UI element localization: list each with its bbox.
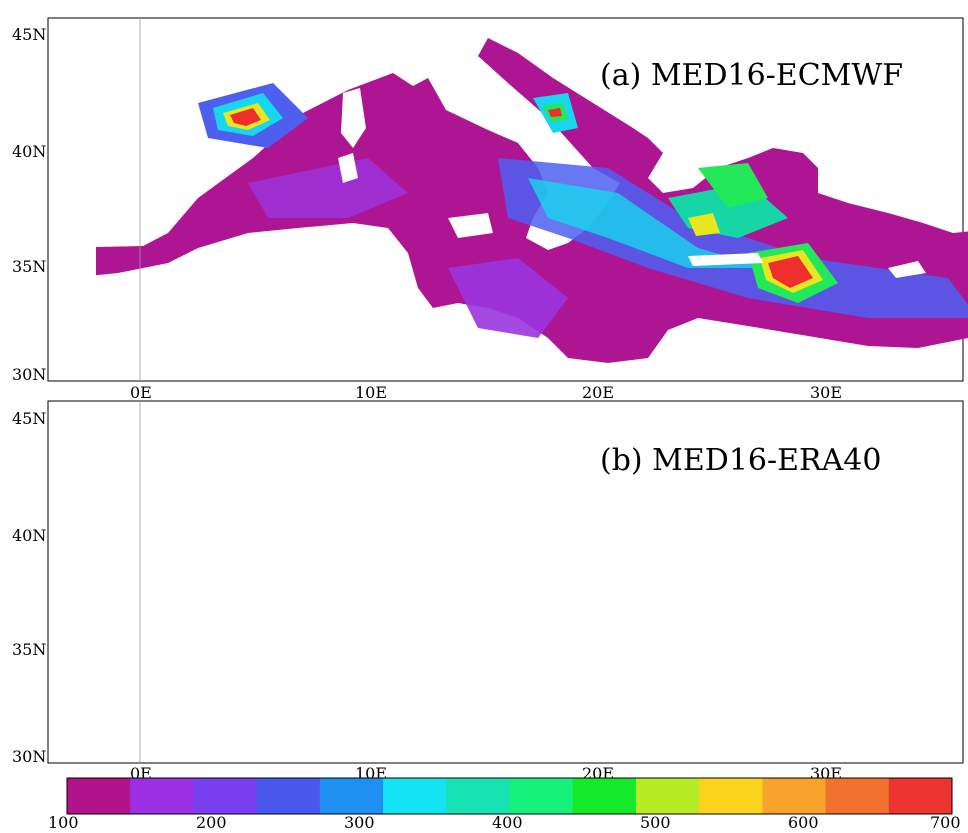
panel-b-frame — [47, 400, 964, 764]
colorbar — [66, 777, 953, 815]
panel-b-title: (b) MED16-ERA40 — [600, 443, 881, 478]
colorbar-swatch — [383, 778, 447, 814]
lat-label: 45N — [12, 25, 46, 44]
colorbar-tick-label: 400 — [492, 813, 523, 832]
colorbar-swatch — [256, 778, 321, 814]
colorbar-tick-label: 100 — [48, 813, 79, 832]
colorbar-frame — [66, 777, 953, 815]
lat-label: 35N — [12, 640, 46, 659]
lon-label: 10E — [355, 383, 387, 402]
colorbar-swatch — [635, 778, 700, 814]
lon-label: 0E — [130, 383, 152, 402]
panel-b: (b) MED16-ERA40 45N 40N 35N 30N 0E 10E 2… — [12, 400, 964, 783]
panel-a: (a) MED16-ECMWF 45N 40N 35N 30N 0E 10E 2… — [12, 17, 968, 402]
colorbar-swatch — [193, 778, 258, 814]
lat-label: 45N — [12, 409, 46, 428]
lat-label: 35N — [12, 257, 46, 276]
colorbar-tick-label: 200 — [196, 813, 227, 832]
colorbar-swatch — [572, 778, 637, 814]
colorbar-swatch — [130, 778, 194, 814]
colorbar-swatch — [509, 778, 574, 814]
colorbar-swatch — [888, 778, 953, 814]
colorbar-swatch — [319, 778, 384, 814]
colorbar-swatch — [67, 778, 131, 814]
colorbar-swatch — [762, 778, 827, 814]
lat-label: 40N — [12, 142, 46, 161]
colorbar-labels: 100 200 300 400 500 600 700 — [48, 813, 961, 832]
colorbar-swatch — [825, 778, 890, 814]
lon-label: 20E — [582, 383, 614, 402]
colorbar-tick-label: 500 — [640, 813, 671, 832]
colorbar-tick-label: 700 — [930, 813, 961, 832]
lat-label: 30N — [12, 747, 46, 766]
lat-label: 30N — [12, 365, 46, 384]
panel-a-title: (a) MED16-ECMWF — [600, 58, 903, 93]
colorbar-tick-label: 600 — [788, 813, 819, 832]
colorbar-swatch — [446, 778, 510, 814]
lon-label: 30E — [810, 383, 842, 402]
colorbar-tick-label: 300 — [344, 813, 375, 832]
lat-label: 40N — [12, 526, 46, 545]
colorbar-swatch — [699, 778, 763, 814]
